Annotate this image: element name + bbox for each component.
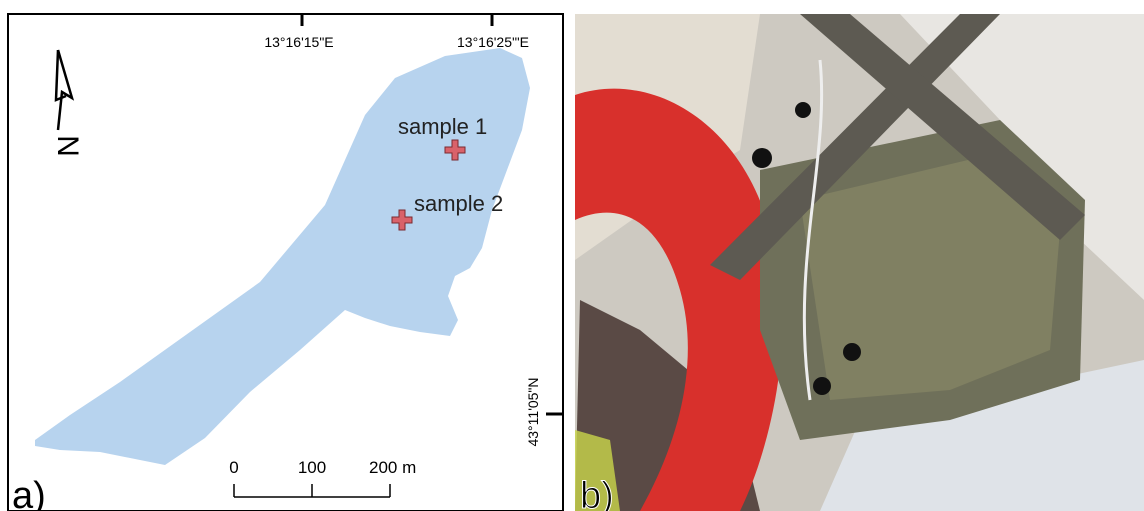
bolt	[795, 102, 811, 118]
north-label: N	[51, 135, 84, 157]
lon-label: 13°16'25'"E	[457, 34, 529, 50]
scale-label: 0	[229, 458, 238, 477]
lat-label: 43°11'05"N	[525, 377, 541, 446]
panel-label: a)	[12, 475, 46, 511]
scale-label: 100	[298, 458, 326, 477]
figure: 13°16'15"E 13°16'25'"E 43°11'05"N sample…	[0, 0, 1144, 511]
bolt	[813, 377, 831, 395]
bolt	[752, 148, 772, 168]
lon-label: 13°16'15"E	[264, 34, 333, 50]
sample-label: sample 2	[414, 191, 503, 216]
map-panel: 13°16'15"E 13°16'25'"E 43°11'05"N sample…	[8, 14, 563, 511]
photo-panel: b)	[575, 14, 1144, 511]
sample-label: sample 1	[398, 114, 487, 139]
bolt	[843, 343, 861, 361]
panel-label: b)	[580, 475, 614, 511]
scale-label: 200 m	[369, 458, 416, 477]
page: 13°16'15"E 13°16'25'"E 43°11'05"N sample…	[0, 0, 1144, 511]
